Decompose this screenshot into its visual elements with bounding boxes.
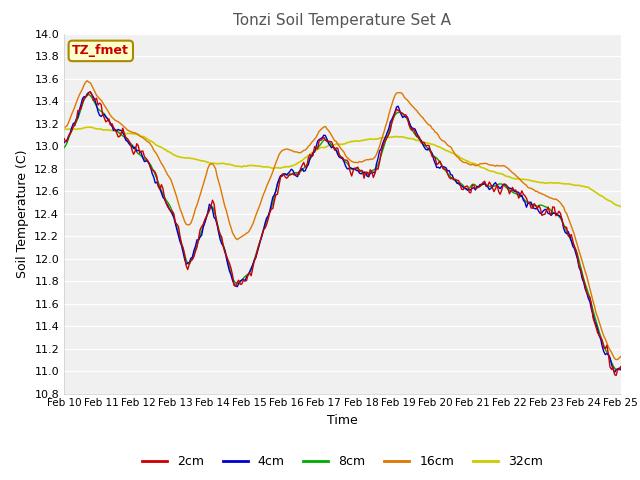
- X-axis label: Time: Time: [327, 414, 358, 427]
- Title: Tonzi Soil Temperature Set A: Tonzi Soil Temperature Set A: [234, 13, 451, 28]
- Text: TZ_fmet: TZ_fmet: [72, 44, 129, 58]
- Legend: 2cm, 4cm, 8cm, 16cm, 32cm: 2cm, 4cm, 8cm, 16cm, 32cm: [137, 450, 548, 473]
- Y-axis label: Soil Temperature (C): Soil Temperature (C): [16, 149, 29, 278]
